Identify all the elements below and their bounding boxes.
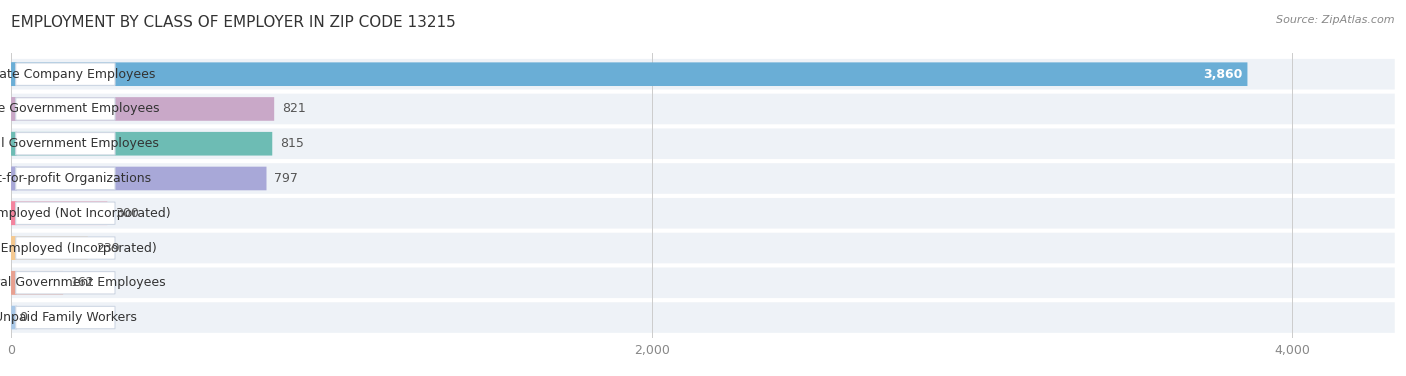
Text: Not-for-profit Organizations: Not-for-profit Organizations bbox=[0, 172, 150, 185]
Text: 300: 300 bbox=[115, 207, 139, 220]
Text: 3,860: 3,860 bbox=[1204, 68, 1243, 81]
FancyBboxPatch shape bbox=[11, 62, 17, 86]
Text: Unpaid Family Workers: Unpaid Family Workers bbox=[0, 311, 136, 324]
Text: State Government Employees: State Government Employees bbox=[0, 102, 159, 115]
FancyBboxPatch shape bbox=[11, 163, 1395, 194]
FancyBboxPatch shape bbox=[11, 167, 17, 190]
FancyBboxPatch shape bbox=[11, 167, 267, 190]
FancyBboxPatch shape bbox=[11, 267, 1395, 298]
FancyBboxPatch shape bbox=[11, 271, 63, 295]
FancyBboxPatch shape bbox=[11, 306, 17, 329]
Text: 162: 162 bbox=[72, 276, 94, 289]
Text: 815: 815 bbox=[280, 137, 304, 150]
Text: 0: 0 bbox=[20, 311, 27, 324]
FancyBboxPatch shape bbox=[11, 129, 1395, 159]
FancyBboxPatch shape bbox=[11, 132, 273, 156]
FancyBboxPatch shape bbox=[15, 271, 115, 294]
Text: Self-Employed (Not Incorporated): Self-Employed (Not Incorporated) bbox=[0, 207, 170, 220]
FancyBboxPatch shape bbox=[11, 202, 107, 225]
Text: 239: 239 bbox=[96, 241, 120, 255]
FancyBboxPatch shape bbox=[11, 202, 17, 225]
FancyBboxPatch shape bbox=[11, 59, 1395, 89]
FancyBboxPatch shape bbox=[11, 97, 17, 121]
FancyBboxPatch shape bbox=[15, 237, 115, 259]
FancyBboxPatch shape bbox=[11, 236, 87, 260]
FancyBboxPatch shape bbox=[15, 98, 115, 120]
FancyBboxPatch shape bbox=[11, 233, 1395, 263]
FancyBboxPatch shape bbox=[15, 167, 115, 190]
FancyBboxPatch shape bbox=[11, 132, 17, 156]
FancyBboxPatch shape bbox=[11, 302, 1395, 333]
Text: Private Company Employees: Private Company Employees bbox=[0, 68, 155, 81]
Text: Source: ZipAtlas.com: Source: ZipAtlas.com bbox=[1277, 15, 1395, 25]
FancyBboxPatch shape bbox=[15, 306, 115, 329]
FancyBboxPatch shape bbox=[15, 132, 115, 155]
FancyBboxPatch shape bbox=[11, 62, 1247, 86]
Text: Self-Employed (Incorporated): Self-Employed (Incorporated) bbox=[0, 241, 157, 255]
Text: 797: 797 bbox=[274, 172, 298, 185]
FancyBboxPatch shape bbox=[11, 271, 17, 295]
Text: 821: 821 bbox=[283, 102, 307, 115]
FancyBboxPatch shape bbox=[11, 198, 1395, 229]
Text: Federal Government Employees: Federal Government Employees bbox=[0, 276, 166, 289]
Text: EMPLOYMENT BY CLASS OF EMPLOYER IN ZIP CODE 13215: EMPLOYMENT BY CLASS OF EMPLOYER IN ZIP C… bbox=[11, 15, 456, 30]
FancyBboxPatch shape bbox=[15, 202, 115, 224]
FancyBboxPatch shape bbox=[11, 97, 274, 121]
FancyBboxPatch shape bbox=[15, 63, 115, 85]
FancyBboxPatch shape bbox=[11, 94, 1395, 124]
Text: Local Government Employees: Local Government Employees bbox=[0, 137, 159, 150]
FancyBboxPatch shape bbox=[11, 236, 17, 260]
